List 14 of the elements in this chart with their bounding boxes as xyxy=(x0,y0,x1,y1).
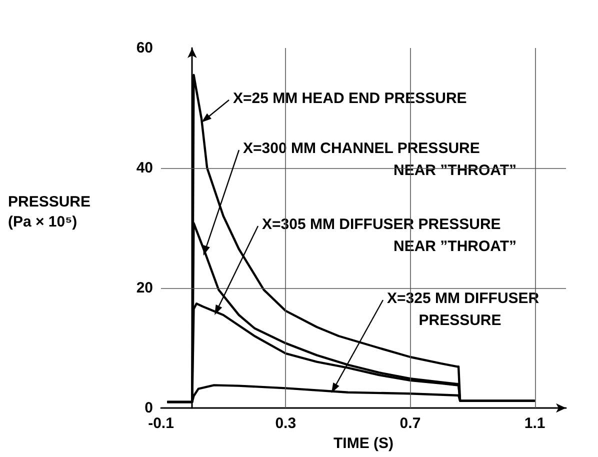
x-tick-label: 1.1 xyxy=(524,415,546,432)
annotation: X=25 MM HEAD END PRESSURE xyxy=(233,90,467,107)
annotation: X=300 MM CHANNEL PRESSURE NEAR ”THROAT” xyxy=(243,140,517,179)
y-tick-label: 20 xyxy=(136,280,153,296)
x-tick-label: -0.1 xyxy=(148,415,174,432)
x-tick-label: 0.3 xyxy=(275,415,296,432)
y-tick-label: 40 xyxy=(136,160,153,176)
y-axis-title: PRESSURE (Pa × 10⁵) xyxy=(8,194,91,230)
y-tick-label: 60 xyxy=(136,40,153,56)
x-tick-label: 0.7 xyxy=(400,415,421,432)
x-axis-title: TIME (S) xyxy=(334,435,394,452)
y-tick-label: 0 xyxy=(144,400,153,416)
annotation: X=305 MM DIFFUSER PRESSURE NEAR ”THROAT” xyxy=(262,216,517,255)
annotation: X=325 MM DIFFUSER PRESSURE xyxy=(387,290,540,329)
